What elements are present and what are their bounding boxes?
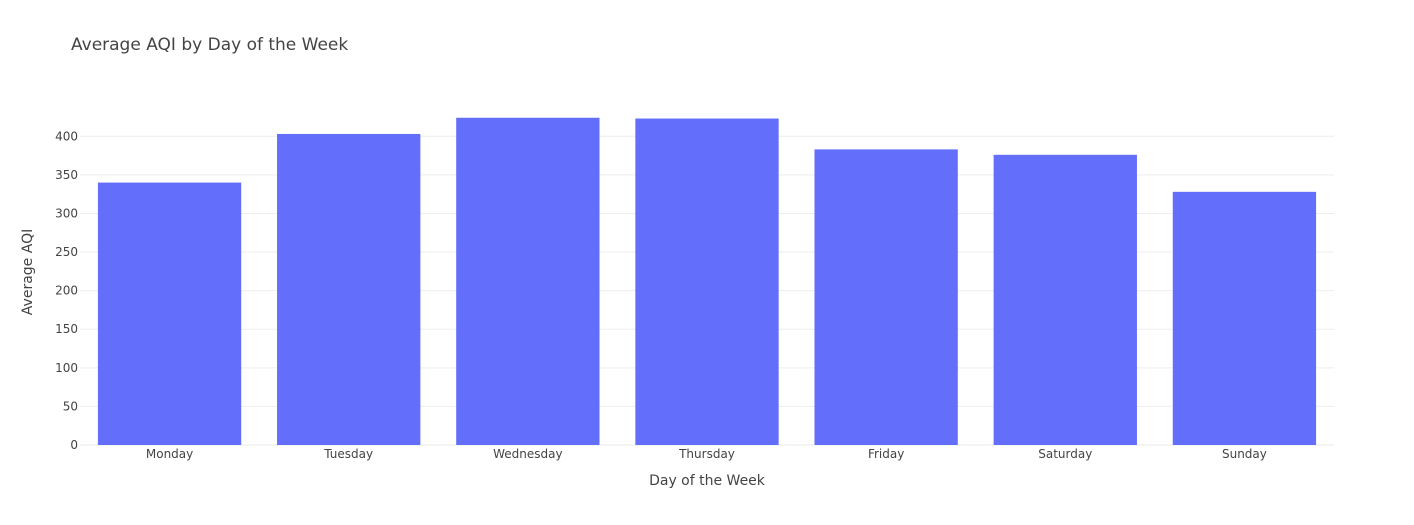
- x-axis-ticks: Monday Tuesday Wednesday Thursday Friday Satu…: [146, 447, 1267, 461]
- bar-thursday[interactable]: [635, 118, 779, 445]
- x-tick-label: Friday: [868, 447, 904, 461]
- y-tick-label: 350: [55, 168, 78, 182]
- y-tick-label: 150: [55, 322, 78, 336]
- x-tick-label: Sunday: [1222, 447, 1267, 461]
- x-tick-label: Saturday: [1038, 447, 1092, 461]
- chart-title: Average AQI by Day of the Week: [71, 35, 348, 55]
- bar-sunday[interactable]: [1172, 191, 1317, 445]
- bar-tuesday[interactable]: [277, 133, 421, 446]
- y-tick-label: 100: [55, 361, 78, 375]
- x-tick-label: Monday: [146, 447, 193, 461]
- y-tick-label: 200: [55, 284, 78, 298]
- x-tick-label: Tuesday: [323, 447, 373, 461]
- x-tick-label: Wednesday: [493, 447, 562, 461]
- bar-monday[interactable]: [97, 182, 242, 445]
- y-tick-label: 400: [55, 129, 78, 143]
- y-tick-label: 50: [63, 399, 78, 413]
- y-tick-label: 0: [70, 438, 78, 452]
- y-tick-label: 250: [55, 245, 78, 259]
- bar-wednesday[interactable]: [456, 117, 600, 445]
- bar-saturday[interactable]: [993, 154, 1137, 446]
- y-tick-label: 300: [55, 206, 78, 220]
- y-axis-ticks: 0 50 100 150 200 250 300 350 400: [55, 129, 78, 452]
- bars: [97, 117, 1317, 446]
- bar-friday[interactable]: [814, 149, 958, 445]
- x-tick-label: Thursday: [678, 447, 735, 461]
- y-axis-title: Average AQI: [20, 229, 36, 315]
- x-axis-title: Day of the Week: [649, 473, 766, 489]
